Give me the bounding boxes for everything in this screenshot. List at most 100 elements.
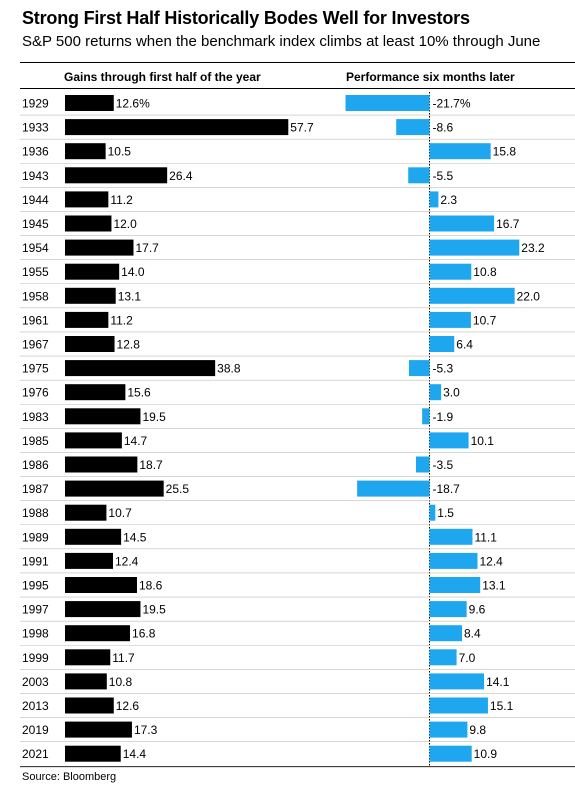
gain-value-label: 12.0 [113,217,137,231]
performance-value-label: 9.8 [469,723,486,737]
performance-bar [429,263,472,280]
performance-value-label: 16.7 [496,217,520,231]
gain-bar [65,601,141,618]
performance-value-label: 3.0 [443,386,460,400]
performance-value-label: 10.7 [473,313,497,327]
performance-bar [396,119,430,136]
gain-value-label: 26.4 [169,169,193,183]
performance-value-label: 9.6 [469,603,486,617]
gain-value-label: 12.6 [116,699,140,713]
gain-bar [65,336,115,352]
performance-value-label: 11.1 [474,530,497,544]
performance-value-label: 13.1 [482,579,506,593]
performance-bar [429,577,481,593]
year-label: 1958 [22,289,49,303]
top-divider [20,62,575,63]
gain-value-label: 14.5 [123,530,147,544]
gain-bar [65,167,168,184]
year-label: 1929 [22,97,49,111]
gain-value-label: 12.4 [115,554,139,568]
performance-value-label: 12.4 [479,554,503,568]
performance-bar [429,143,491,160]
gain-bar [65,239,134,256]
gain-bar [65,504,107,521]
year-label: 1936 [22,145,49,159]
left-panel-header: Gains through first half of the year [64,70,261,84]
year-label: 1976 [22,386,49,400]
gain-value-label: 15.6 [127,386,151,400]
performance-bar [429,697,488,714]
gain-value-label: 16.8 [132,627,156,641]
gain-value-label: 11.2 [110,313,133,327]
performance-bar [429,384,442,401]
year-label: 1961 [22,313,49,327]
performance-value-label: -3.5 [433,458,454,472]
performance-value-label: 23.2 [521,241,545,255]
year-label: 1991 [22,554,49,568]
year-label: 1983 [22,410,49,424]
performance-bar [429,601,467,618]
year-label: 1988 [22,506,49,520]
gain-bar [65,456,138,473]
gain-value-label: 17.3 [134,723,158,737]
year-label: 1945 [22,217,49,231]
year-label: 1933 [22,121,49,135]
performance-bar [429,649,457,666]
performance-bar [429,336,455,352]
year-label: 1987 [22,482,49,496]
gain-value-label: 13.1 [118,289,142,303]
gain-bar [65,552,113,569]
gain-bar [65,215,112,232]
year-label: 1943 [22,169,49,183]
performance-bar [429,552,478,569]
performance-bar [429,311,471,328]
gain-bar [65,721,132,738]
year-label: 1995 [22,579,49,593]
gain-value-label: 17.7 [135,241,159,255]
year-label: 1985 [22,434,49,448]
year-label: 1954 [22,241,49,255]
performance-bar [429,191,439,208]
performance-value-label: 10.9 [474,747,498,761]
gain-value-label: 18.7 [139,458,163,472]
performance-bar [408,167,430,184]
performance-value-label: -5.5 [433,169,454,183]
gain-value-label: 14.7 [124,434,148,448]
performance-value-label: 15.1 [490,699,514,713]
performance-value-label: 7.0 [459,651,476,665]
year-label: 1986 [22,458,49,472]
gain-bar [65,528,122,545]
gain-value-label: 19.5 [142,603,166,617]
year-label: 1999 [22,651,49,665]
source-note: Source: Bloomberg [22,771,117,783]
year-label: 1955 [22,265,49,279]
gain-bar [65,384,126,401]
gain-bar [65,360,216,377]
gain-bar [65,673,107,690]
year-label: 2019 [22,723,49,737]
performance-value-label: 15.8 [493,145,517,159]
gain-value-label: 14.4 [123,747,147,761]
performance-bar [429,215,495,232]
gain-value-label: 12.8 [117,338,141,352]
performance-value-label: -18.7 [433,482,461,496]
chart-subtitle: S&P 500 returns when the benchmark index… [22,33,541,50]
performance-bar [429,721,468,738]
header-divider [20,88,575,89]
gain-bar [65,649,111,666]
gain-bar [65,95,114,111]
gain-value-label: 14.0 [121,265,145,279]
performance-value-label: 6.4 [456,338,473,352]
year-label: 1967 [22,338,49,352]
year-label: 1975 [22,362,49,376]
performance-value-label: 1.5 [437,506,454,520]
year-label: 1998 [22,627,49,641]
gain-value-label: 18.6 [139,579,163,593]
gain-bar [65,263,120,280]
right-panel-header: Performance six months later [346,70,515,84]
performance-value-label: -5.3 [433,362,454,376]
performance-bar [429,432,469,449]
gain-bar [65,143,106,160]
gain-value-label: 38.8 [217,362,241,376]
